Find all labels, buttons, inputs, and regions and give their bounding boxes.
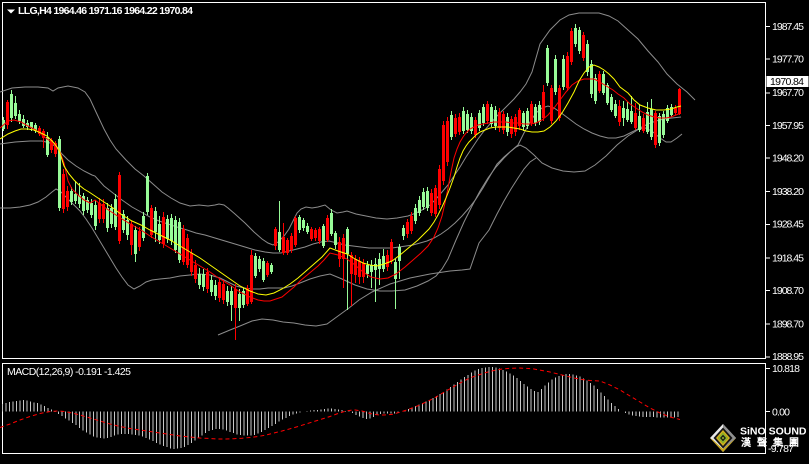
svg-text:MACD(12,26,9) -0.191 -1.425: MACD(12,26,9) -0.191 -1.425	[7, 366, 131, 378]
svg-text:1957.95: 1957.95	[772, 120, 804, 132]
svg-text:集: 集	[772, 436, 784, 449]
svg-text:0.00: 0.00	[772, 406, 790, 418]
svg-text:1967.70: 1967.70	[772, 87, 804, 99]
svg-text:1898.70: 1898.70	[772, 319, 804, 331]
svg-text:聲: 聲	[757, 436, 767, 449]
svg-text:漢: 漢	[741, 436, 752, 449]
svg-text:1948.20: 1948.20	[772, 153, 804, 165]
svg-text:1987.45: 1987.45	[772, 21, 804, 33]
svg-text:1918.45: 1918.45	[772, 252, 804, 264]
svg-text:-9.787: -9.787	[768, 443, 794, 455]
svg-text:SiNO SOUND: SiNO SOUND	[740, 426, 807, 438]
svg-text:LLG,H4 1964.46 1971.16 1964.2: LLG,H4 1964.46 1971.16 1964.22 1970.84	[18, 5, 193, 17]
svg-text:1928.45: 1928.45	[772, 219, 804, 231]
svg-text:團: 團	[789, 437, 799, 449]
svg-text:1970.84: 1970.84	[770, 76, 804, 88]
svg-text:1908.70: 1908.70	[772, 285, 804, 297]
svg-text:1888.95: 1888.95	[772, 351, 804, 363]
svg-text:1977.70: 1977.70	[772, 54, 804, 66]
svg-text:10.818: 10.818	[772, 363, 800, 375]
svg-text:1938.20: 1938.20	[772, 186, 804, 198]
